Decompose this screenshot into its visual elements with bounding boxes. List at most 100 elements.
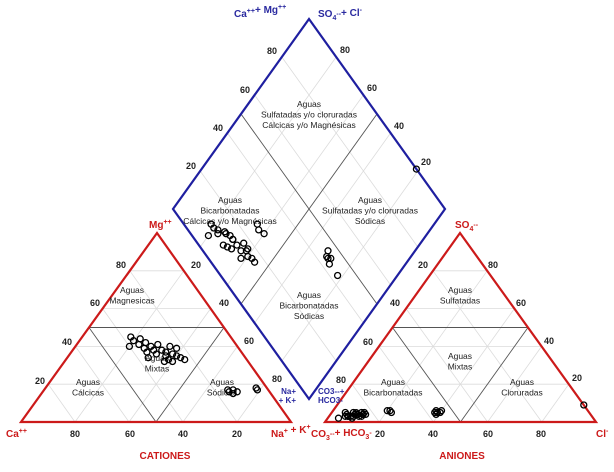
vertex-label-part: + HCO xyxy=(335,428,366,439)
vertex-label-part: 3 xyxy=(326,435,330,442)
diamond-point xyxy=(253,220,261,228)
vertex-label-part: ++ xyxy=(19,428,27,435)
region-label-anion-so4: Aguas xyxy=(448,285,472,295)
vertex-label-part: ++ xyxy=(247,8,255,15)
tick-label-anion-left: 20 xyxy=(418,260,428,270)
tick-label-cation-right: 80 xyxy=(272,374,282,384)
region-label-anion-so4: Sulfatadas xyxy=(440,296,480,306)
tick-label-anion-right: 80 xyxy=(488,260,498,270)
tick-label-diamond-right: 20 xyxy=(421,157,431,167)
tick-label-cation-bottom: 20 xyxy=(232,429,242,439)
cation-point xyxy=(233,388,241,396)
diamond-point xyxy=(219,241,227,249)
grid-line xyxy=(351,383,380,423)
vertex-label-diamond-bottom-right: HCO3- xyxy=(318,396,343,405)
region-label-cation-ca: Cálcicas xyxy=(72,388,104,398)
region-label-cation-mg: Magnesicas xyxy=(109,296,154,306)
diamond-point xyxy=(222,230,230,238)
anion-point xyxy=(361,410,370,419)
diamond-point xyxy=(324,247,332,255)
region-label-anion-cl: Aguas xyxy=(510,377,534,387)
cation-point xyxy=(166,342,174,351)
vertex-label-diamond-top-right: SO4--+ Cl- xyxy=(318,7,363,22)
vertex-label-part: Na xyxy=(271,429,284,440)
diamond-point xyxy=(412,165,421,173)
diamond-point xyxy=(227,245,236,253)
vertex-label-part: SO xyxy=(455,220,470,231)
tick-label-diamond-left: 60 xyxy=(240,85,250,95)
region-dividers xyxy=(88,113,529,423)
cation-point xyxy=(168,350,177,358)
tick-label-cation-right: 60 xyxy=(244,336,254,346)
region-label-diamond-right: Aguas xyxy=(358,195,382,205)
tick-label-diamond-left: 80 xyxy=(267,46,277,56)
diamond-point xyxy=(242,247,251,255)
vertex-label-part: ++ xyxy=(163,219,171,226)
anion-point xyxy=(437,407,446,415)
tick-label-anion-right: 60 xyxy=(516,298,526,308)
cation-point xyxy=(176,354,185,362)
diamond-point xyxy=(229,235,237,244)
diamond-point xyxy=(233,241,241,249)
region-label-cation-ca: Aguas xyxy=(76,377,100,387)
region-divider xyxy=(88,327,157,423)
cation-point xyxy=(160,357,169,366)
vertex-label-part: Mg xyxy=(149,220,163,231)
anion-point xyxy=(431,408,439,417)
sample-points xyxy=(125,165,588,422)
vertex-label-part: -- xyxy=(336,11,341,18)
vertex-label-co3-hco3: CO3--+ HCO3- xyxy=(311,428,372,442)
vertex-label-part: Ca xyxy=(6,429,19,440)
cation-point xyxy=(144,354,152,362)
diamond-point xyxy=(244,245,252,253)
region-label-diamond-left: Cálcicas y/o Magnésicas xyxy=(183,216,277,226)
diamond-point xyxy=(214,226,222,234)
cation-point xyxy=(164,355,173,364)
cations-title: CATIONES xyxy=(140,451,191,462)
vertex-label-diamond-bottom-right: CO3--+ xyxy=(318,387,345,396)
cation-point xyxy=(135,340,143,349)
cation-triangle xyxy=(18,231,294,424)
tick-label-anion-right: 20 xyxy=(572,373,582,383)
region-divider xyxy=(240,113,378,305)
anion-point xyxy=(383,407,391,415)
region-label-diamond-right: Sulfatadas y/o cloruradas xyxy=(322,206,418,216)
vertex-label-part: + K xyxy=(288,425,307,436)
region-label-diamond-right: Sódicas xyxy=(355,216,385,226)
tick-label-cation-right: 20 xyxy=(191,260,201,270)
vertex-label-ca: Ca++ xyxy=(6,428,27,440)
cation-point xyxy=(172,344,181,352)
region-label-diamond-bottom: Sódicas xyxy=(294,311,324,321)
region-label-diamond-left: Bicarbonatadas xyxy=(200,206,259,216)
cation-point xyxy=(224,386,232,394)
region-label-diamond-top: Sulfatadas y/o cloruradas xyxy=(261,110,357,120)
vertex-label-mg: Mg++ xyxy=(149,219,172,231)
tick-label-anion-left: 60 xyxy=(363,337,373,347)
region-label-diamond-top: Aguas xyxy=(297,99,321,109)
cation-point xyxy=(125,342,134,351)
region-divider xyxy=(392,327,461,423)
grid-line xyxy=(236,383,265,423)
anion-triangle xyxy=(322,231,599,424)
tick-label-anion-left: 40 xyxy=(390,298,400,308)
cation-point xyxy=(136,335,144,343)
region-label-cation-na: Sódicas xyxy=(207,388,237,398)
diamond-point xyxy=(210,224,218,232)
cation-point xyxy=(168,357,177,366)
tick-label-cation-left: 20 xyxy=(35,376,45,386)
region-label-diamond-left: Aguas xyxy=(218,195,242,205)
region-label-diamond-top: Cálcicas y/o Magnésicas xyxy=(262,120,356,130)
grid-line xyxy=(182,346,238,423)
vertex-label-diamond-bottom-left: + K+ xyxy=(279,396,297,405)
tick-label-anion-bottom: 60 xyxy=(483,429,493,439)
vertex-label-part: ++ xyxy=(278,4,286,11)
vertex-label-diamond-top-left: Ca+++ Mg++ xyxy=(234,4,286,20)
diamond-point xyxy=(237,254,245,263)
anions-title: ANIONES xyxy=(439,451,485,462)
diamond-point xyxy=(333,271,342,280)
cation-point xyxy=(181,355,189,364)
tick-label-cation-bottom: 60 xyxy=(125,429,135,439)
tick-label-cation-left: 60 xyxy=(90,298,100,308)
region-divider xyxy=(460,327,529,423)
